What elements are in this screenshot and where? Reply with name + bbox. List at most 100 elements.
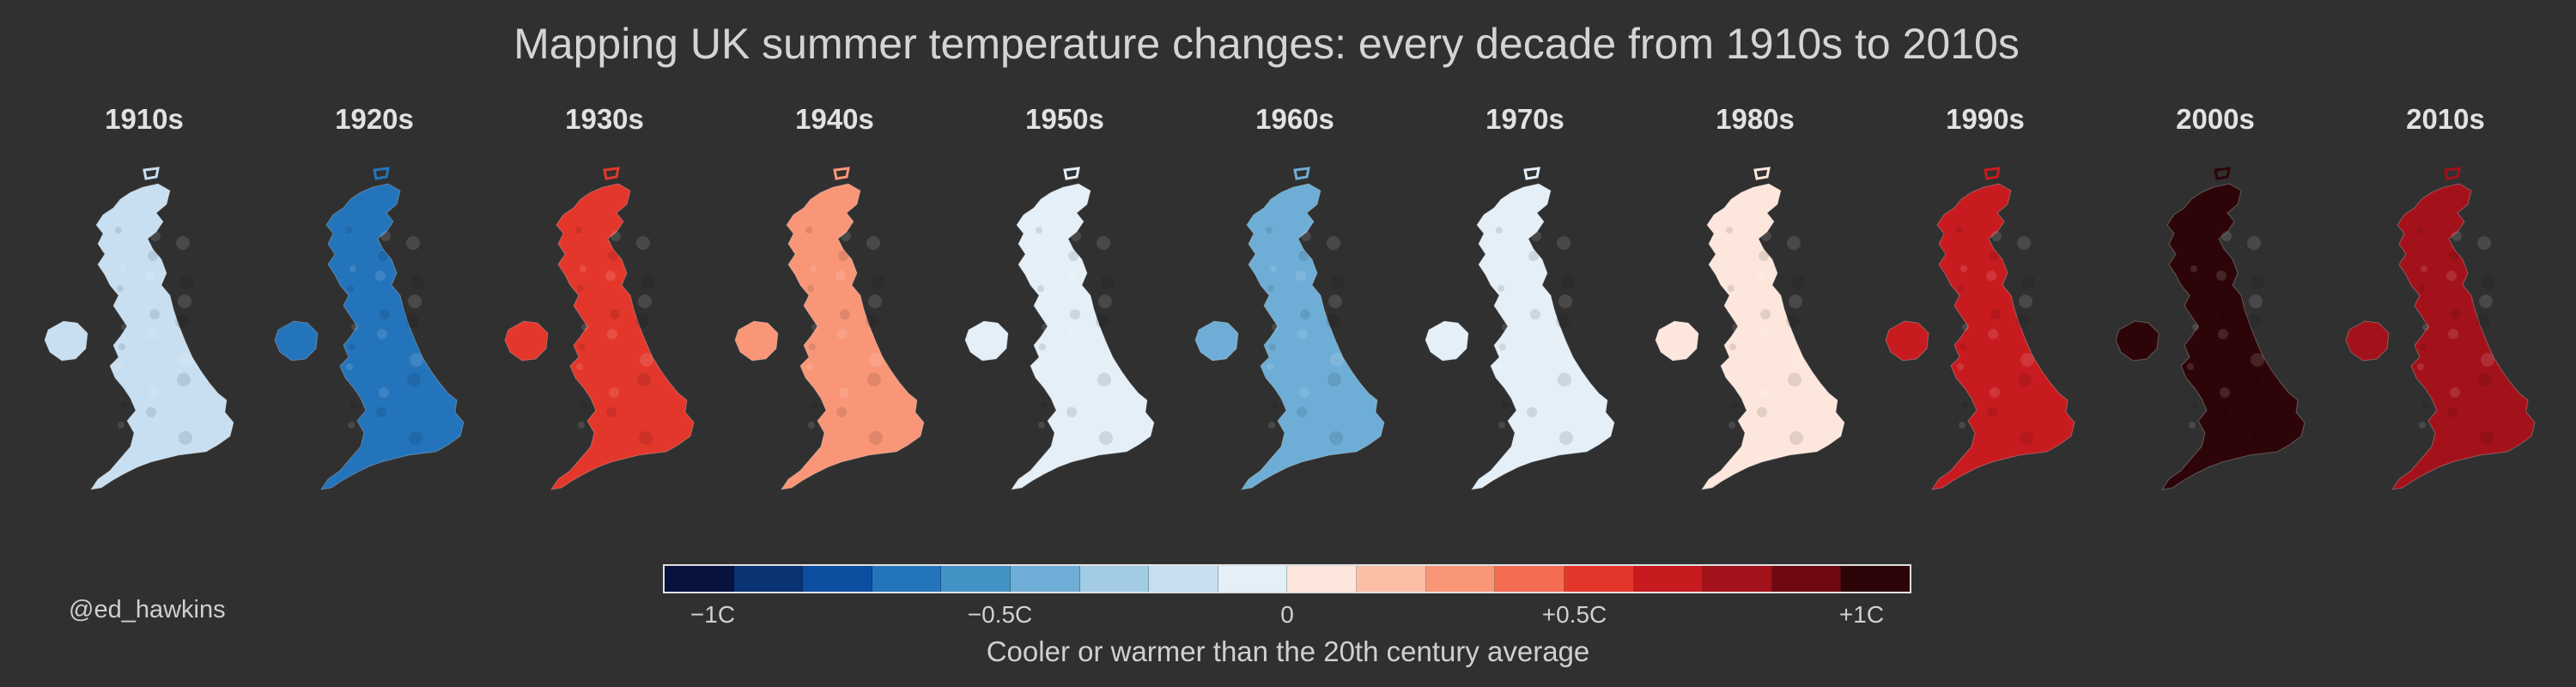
map-texture-dot	[1066, 271, 1076, 281]
map-texture-dot	[1272, 324, 1279, 331]
map-texture-dot	[405, 314, 419, 328]
decade-label: 1970s	[1485, 103, 1564, 135]
map-texture-dot	[1068, 251, 1078, 261]
map-texture-dot	[1988, 329, 1998, 339]
map-texture-dot	[1759, 251, 1769, 261]
map-texture-dot	[1761, 231, 1771, 241]
decade-label: 1980s	[1716, 103, 1795, 135]
colorbar-bin	[1149, 566, 1218, 592]
map-texture-dot	[576, 363, 583, 370]
northern-ireland-shape	[734, 320, 779, 362]
uk-map	[964, 167, 1155, 490]
great-britain-shape	[2160, 183, 2306, 490]
great-britain-shape	[1240, 183, 1385, 490]
map-texture-dot	[581, 324, 588, 331]
map-texture-dot	[1097, 373, 1111, 386]
map-texture-dot	[1956, 227, 1963, 234]
map-texture-dot	[1331, 275, 1345, 289]
map-texture-dot	[580, 265, 586, 272]
map-texture-dot	[2021, 275, 2035, 289]
colorbar-bin	[1564, 566, 1634, 592]
map-texture-dot	[1097, 236, 1110, 250]
map-texture-dot	[1730, 265, 1737, 272]
map-texture-dot	[2221, 309, 2231, 319]
map-texture-dot	[118, 422, 125, 429]
great-britain-shape	[2391, 183, 2536, 490]
map-texture-dot	[840, 309, 850, 319]
map-texture-dot	[575, 227, 582, 234]
map-texture-dot	[150, 231, 161, 241]
map-texture-dot	[2246, 314, 2260, 328]
shetland-inset-shape	[1984, 167, 2001, 180]
map-texture-dot	[1556, 314, 1570, 328]
map-texture-dot	[2422, 324, 2429, 331]
decade-label: 1910s	[105, 103, 184, 135]
map-texture-dot	[638, 295, 652, 308]
map-texture-dot	[1069, 387, 1079, 398]
map-texture-dot	[1500, 265, 1507, 272]
map-texture-dot	[1731, 402, 1738, 409]
shetland-inset-shape	[373, 167, 390, 180]
map-texture-dot	[1787, 236, 1801, 250]
map-texture-dot	[346, 363, 353, 370]
colorbar-bin	[1495, 566, 1564, 592]
map-texture-dot	[1037, 285, 1044, 292]
colorbar-tick-label: −0.5C	[967, 601, 1033, 628]
map-texture-dot	[115, 227, 122, 234]
map-texture-dot	[1040, 265, 1047, 272]
map-texture-dot	[2192, 324, 2199, 331]
map-texture-dot	[1990, 387, 2000, 398]
map-texture-dot	[117, 285, 124, 292]
map-texture-dot	[867, 373, 881, 386]
map-texture-dot	[2419, 422, 2426, 429]
map-texture-dot	[1756, 271, 1766, 281]
map-texture-dot	[1267, 363, 1273, 370]
map-texture-dot	[1990, 309, 2001, 319]
shetland-inset-shape	[833, 167, 850, 180]
map-texture-dot	[1557, 236, 1571, 250]
map-texture-dot	[607, 329, 617, 339]
map-texture-dot	[178, 295, 191, 308]
map-texture-dot	[1527, 407, 1537, 417]
map-texture-dot	[805, 227, 812, 234]
northern-ireland-shape	[1194, 320, 1239, 362]
map-texture-dot	[1788, 373, 1801, 386]
map-texture-dot	[1502, 324, 1509, 331]
map-panel-1940s: 1940s	[732, 103, 938, 515]
map-texture-dot	[2251, 275, 2265, 289]
map-texture-dot	[1727, 363, 1734, 370]
map-texture-dot	[1528, 329, 1538, 339]
map-texture-dot	[2190, 344, 2196, 350]
map-texture-dot	[1789, 295, 1802, 308]
map-texture-dot	[406, 236, 420, 250]
map-texture-dot	[1786, 314, 1800, 328]
map-texture-dot	[2248, 373, 2262, 386]
map-texture-dot	[1558, 373, 1571, 386]
map-texture-dot	[1270, 265, 1277, 272]
map-texture-dot	[1757, 407, 1767, 417]
map-texture-dot	[1560, 353, 1574, 367]
map-texture-dot	[121, 324, 128, 331]
map-texture-dot	[835, 271, 846, 281]
map-texture-dot	[866, 236, 880, 250]
great-britain-shape	[1010, 183, 1155, 490]
uk-map	[504, 167, 695, 490]
map-texture-dot	[808, 422, 815, 429]
map-texture-dot	[351, 324, 358, 331]
map-panel-1970s: 1970s	[1422, 103, 1628, 515]
map-texture-dot	[611, 231, 621, 241]
map-texture-dot	[1986, 271, 1996, 281]
map-texture-dot	[1959, 422, 1965, 429]
map-texture-dot	[1098, 295, 1112, 308]
map-texture-dot	[2446, 271, 2457, 281]
northern-ireland-shape	[44, 320, 88, 362]
map-texture-dot	[1561, 275, 1575, 289]
map-texture-dot	[1296, 271, 1306, 281]
colorbar-bin	[1841, 566, 1910, 592]
map-texture-dot	[1758, 329, 1768, 339]
shetland-inset-shape	[2214, 167, 2231, 180]
northern-ireland-shape	[2115, 320, 2160, 362]
map-texture-dot	[1038, 422, 1045, 429]
uk-map	[734, 167, 925, 490]
colorbar-bin	[1703, 566, 1772, 592]
